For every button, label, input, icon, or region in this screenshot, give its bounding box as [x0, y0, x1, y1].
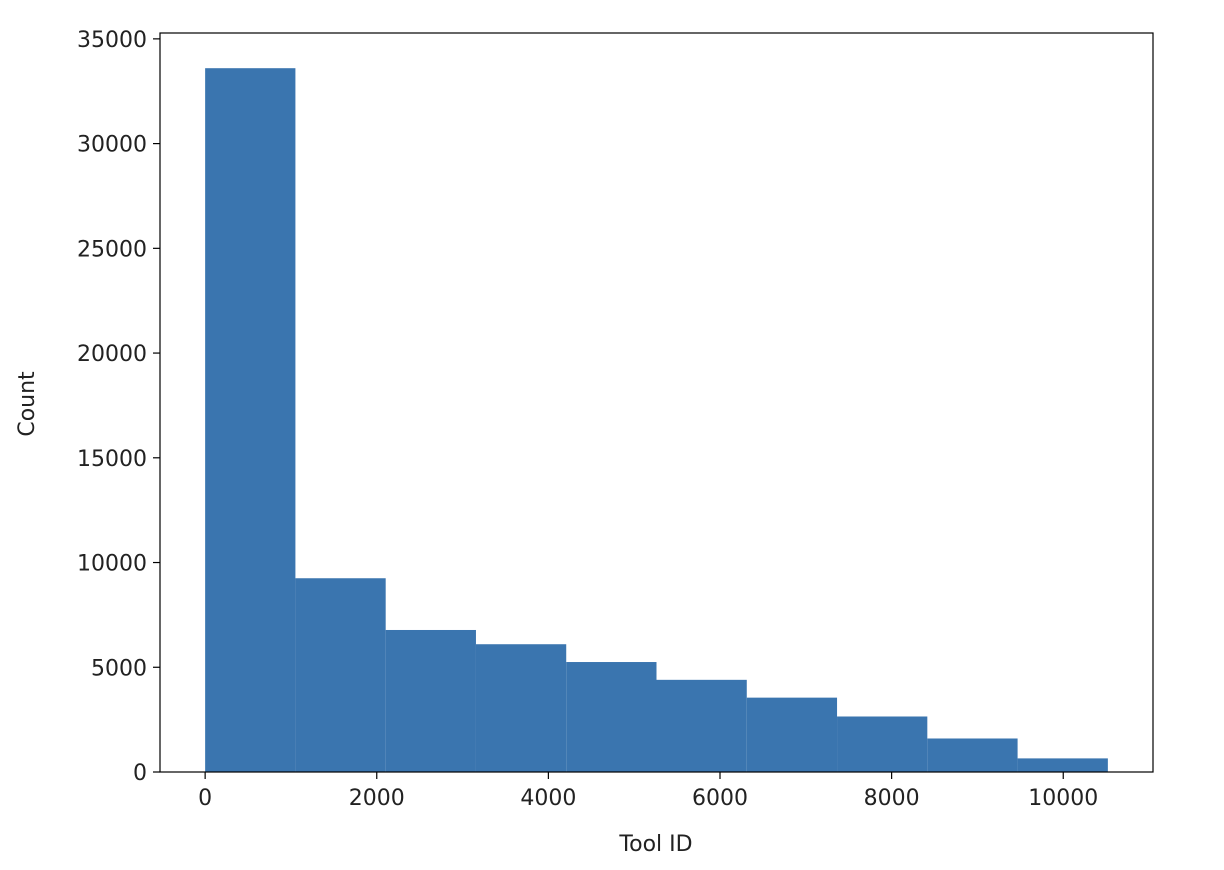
y-tick-label: 10000 [77, 552, 147, 577]
bar [566, 662, 657, 772]
x-axis-label: Tool ID [618, 832, 692, 857]
y-tick-label: 25000 [77, 237, 147, 262]
x-tick-label: 8000 [864, 786, 920, 811]
y-axis-label: Count [15, 371, 40, 437]
bar [927, 738, 1018, 772]
y-tick-label: 30000 [77, 133, 147, 158]
y-tick-label: 5000 [91, 656, 147, 681]
x-tick-label: 6000 [692, 786, 748, 811]
x-tick-label: 10000 [1028, 786, 1098, 811]
y-tick-label: 15000 [77, 447, 147, 472]
bar [1017, 758, 1108, 772]
x-tick-label: 0 [198, 786, 212, 811]
bar [475, 644, 567, 772]
plot-frame [159, 32, 1154, 773]
bar [656, 679, 747, 772]
y-tick-label: 20000 [77, 342, 147, 367]
x-tick-label: 2000 [349, 786, 405, 811]
y-tick-label: 0 [133, 761, 147, 786]
bar [746, 697, 838, 772]
bar [837, 716, 928, 772]
bar [295, 578, 386, 772]
y-tick-label: 35000 [77, 28, 147, 53]
bar [385, 629, 476, 772]
x-tick-label: 4000 [520, 786, 576, 811]
bar [205, 68, 296, 772]
